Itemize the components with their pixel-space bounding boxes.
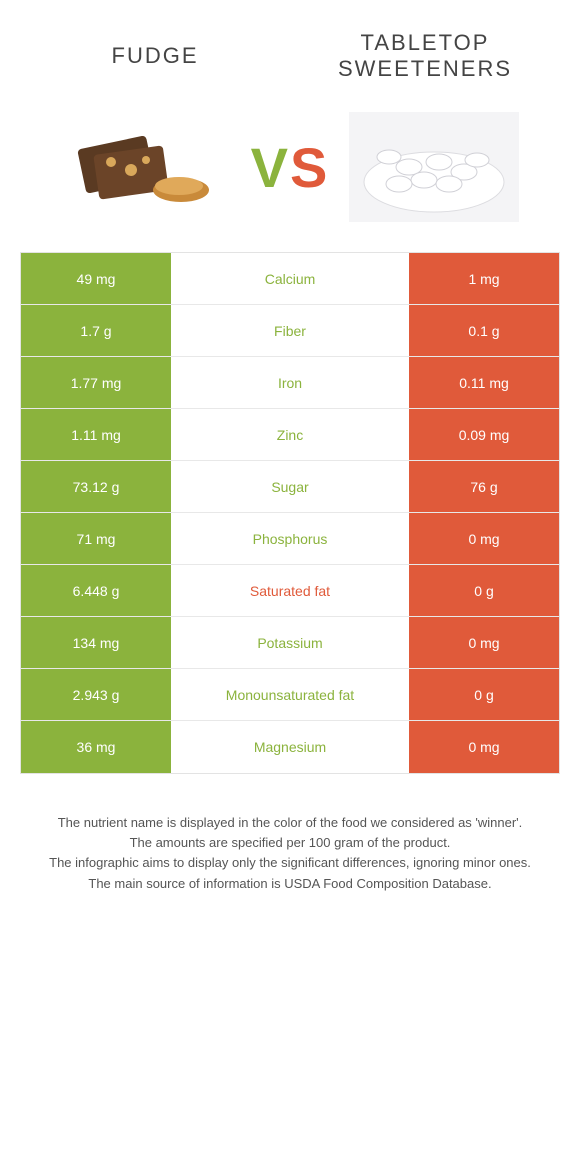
value-right: 0.11 mg bbox=[409, 357, 559, 408]
table-row: 6.448 gSaturated fat0 g bbox=[21, 565, 559, 617]
vs-label: VS bbox=[251, 135, 330, 200]
nutrient-name: Iron bbox=[171, 357, 409, 408]
value-right: 0 g bbox=[409, 565, 559, 616]
value-right: 0 mg bbox=[409, 513, 559, 564]
footer-line-1: The nutrient name is displayed in the co… bbox=[30, 814, 550, 832]
table-row: 1.77 mgIron0.11 mg bbox=[21, 357, 559, 409]
nutrient-name: Magnesium bbox=[171, 721, 409, 773]
table-row: 49 mgCalcium1 mg bbox=[21, 253, 559, 305]
table-row: 36 mgMagnesium0 mg bbox=[21, 721, 559, 773]
header: FUDGE TABLETOP SWEETENERS bbox=[0, 0, 580, 102]
title-right: TABLETOP SWEETENERS bbox=[290, 30, 560, 82]
table-row: 73.12 gSugar76 g bbox=[21, 461, 559, 513]
value-right: 1 mg bbox=[409, 253, 559, 304]
value-right: 0 mg bbox=[409, 617, 559, 668]
value-left: 36 mg bbox=[21, 721, 171, 773]
value-right: 76 g bbox=[409, 461, 559, 512]
table-row: 134 mgPotassium0 mg bbox=[21, 617, 559, 669]
nutrient-name: Calcium bbox=[171, 253, 409, 304]
value-left: 73.12 g bbox=[21, 461, 171, 512]
value-left: 2.943 g bbox=[21, 669, 171, 720]
fudge-image bbox=[61, 112, 231, 222]
vs-letter-s: S bbox=[290, 136, 329, 199]
title-left: FUDGE bbox=[20, 43, 290, 69]
nutrient-name: Potassium bbox=[171, 617, 409, 668]
value-right: 0.09 mg bbox=[409, 409, 559, 460]
value-right: 0.1 g bbox=[409, 305, 559, 356]
nutrient-table: 49 mgCalcium1 mg1.7 gFiber0.1 g1.77 mgIr… bbox=[20, 252, 560, 774]
footer-line-2: The amounts are specified per 100 gram o… bbox=[30, 834, 550, 852]
nutrient-name: Monounsaturated fat bbox=[171, 669, 409, 720]
sweetener-image bbox=[349, 112, 519, 222]
value-right: 0 mg bbox=[409, 721, 559, 773]
table-row: 1.7 gFiber0.1 g bbox=[21, 305, 559, 357]
vs-row: VS bbox=[0, 102, 580, 252]
footer-line-3: The infographic aims to display only the… bbox=[30, 854, 550, 872]
nutrient-name: Zinc bbox=[171, 409, 409, 460]
value-left: 6.448 g bbox=[21, 565, 171, 616]
table-row: 2.943 gMonounsaturated fat0 g bbox=[21, 669, 559, 721]
table-row: 71 mgPhosphorus0 mg bbox=[21, 513, 559, 565]
value-left: 49 mg bbox=[21, 253, 171, 304]
nutrient-name: Fiber bbox=[171, 305, 409, 356]
footer-notes: The nutrient name is displayed in the co… bbox=[0, 774, 580, 915]
nutrient-name: Saturated fat bbox=[171, 565, 409, 616]
table-row: 1.11 mgZinc0.09 mg bbox=[21, 409, 559, 461]
nutrient-name: Phosphorus bbox=[171, 513, 409, 564]
value-left: 1.77 mg bbox=[21, 357, 171, 408]
value-left: 134 mg bbox=[21, 617, 171, 668]
value-left: 1.7 g bbox=[21, 305, 171, 356]
value-left: 71 mg bbox=[21, 513, 171, 564]
footer-line-4: The main source of information is USDA F… bbox=[30, 875, 550, 893]
value-right: 0 g bbox=[409, 669, 559, 720]
vs-letter-v: V bbox=[251, 136, 290, 199]
value-left: 1.11 mg bbox=[21, 409, 171, 460]
nutrient-name: Sugar bbox=[171, 461, 409, 512]
